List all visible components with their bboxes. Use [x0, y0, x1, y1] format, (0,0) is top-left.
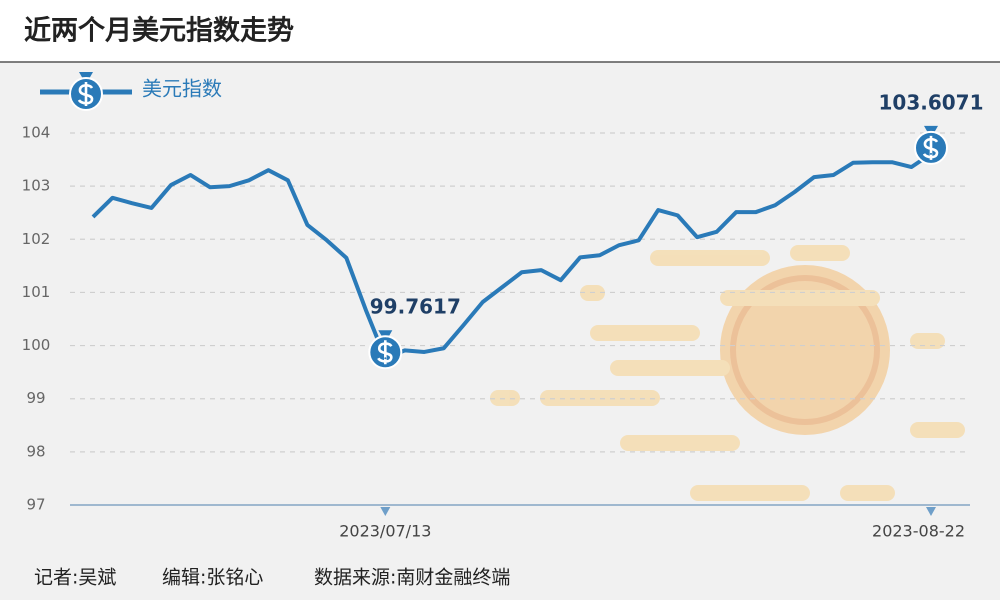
- footer-text: 数据来源:南财金融终端: [314, 567, 510, 589]
- y-tick-label: 99: [26, 389, 45, 407]
- x-tick: [926, 507, 936, 516]
- data-point: [930, 152, 932, 155]
- y-tick-label: 103: [22, 177, 51, 195]
- data-point: [384, 357, 387, 360]
- dollar-icon: [914, 125, 948, 165]
- icon-symbol: [377, 340, 393, 365]
- dollar-icon: [368, 330, 403, 370]
- icon-symbol: [922, 135, 939, 160]
- data-label: 99.7617: [370, 295, 461, 319]
- data-label: 103.6071: [878, 90, 983, 114]
- y-tick-label: 102: [22, 230, 51, 248]
- title-band: [0, 0, 1000, 62]
- x-tick: [380, 507, 391, 516]
- decoration: [490, 245, 965, 501]
- y-tick-label: 98: [26, 442, 45, 460]
- data-line: [91, 152, 933, 361]
- icon-knot: [79, 72, 93, 79]
- x-tick-label: 2023-08-22: [872, 522, 965, 541]
- legend-label: 美元指数: [142, 77, 222, 101]
- y-tick-label: 101: [22, 283, 51, 301]
- chart-title: 近两个月美元指数走势: [24, 15, 294, 47]
- y-tick-label: 97: [26, 496, 45, 514]
- x-tick-label: 2023/07/13: [339, 522, 431, 541]
- dollar-icon: [69, 72, 103, 111]
- icon-knot: [378, 330, 393, 338]
- icon-symbol: [77, 82, 94, 106]
- footer: 记者:吴斌 编辑:张铭心 数据来源:南财金融终端: [34, 567, 510, 589]
- y-tick-label: 100: [22, 336, 51, 354]
- footer-text: 编辑:张铭心: [162, 567, 263, 589]
- icon-knot: [924, 125, 938, 133]
- footer-text: 记者:吴斌: [34, 567, 116, 589]
- y-tick-label: 104: [22, 124, 51, 142]
